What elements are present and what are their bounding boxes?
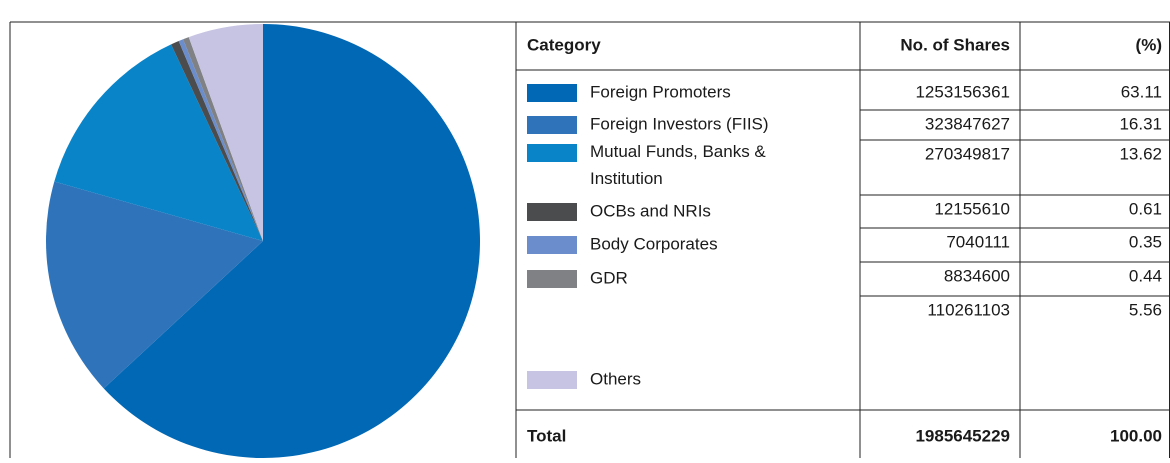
category-label: Body Corporates [590, 234, 718, 253]
total-percent: 100.00 [1110, 426, 1162, 445]
shares-value: 110261103 [927, 300, 1010, 319]
pie-slice [183, 37, 263, 241]
legend-swatch [527, 236, 577, 254]
pie-slice [103, 24, 480, 459]
pie-slice [46, 181, 264, 389]
pie-slice [171, 41, 263, 241]
shares-value: 12155610 [934, 199, 1010, 218]
category-label: GDR [590, 268, 628, 287]
legend-swatch [527, 116, 577, 134]
legend-swatch [527, 270, 577, 288]
pie-slice [54, 44, 263, 242]
pie-slice [178, 39, 263, 242]
percent-value: 0.35 [1129, 232, 1162, 251]
percent-value: 13.62 [1119, 144, 1162, 163]
shares-value: 7040111 [946, 232, 1010, 251]
percent-value: 0.44 [1129, 266, 1162, 285]
percent-value: 0.61 [1129, 199, 1162, 218]
header: Category [527, 35, 601, 54]
category-label: Others [590, 369, 641, 388]
percent-value: 5.56 [1129, 300, 1162, 319]
header: No. of Shares [900, 35, 1010, 54]
category-label: Foreign Promoters [590, 82, 731, 101]
legend-swatch [527, 203, 577, 221]
shares-value: 8834600 [944, 266, 1010, 285]
total-label: Total [527, 426, 566, 445]
category-label: OCBs and NRIs [590, 201, 711, 220]
legend-swatch [527, 84, 577, 102]
header: (%) [1136, 35, 1162, 54]
percent-value: 63.11 [1121, 82, 1162, 101]
legend-swatch [527, 144, 577, 162]
percent-value: 16.31 [1119, 114, 1162, 133]
category-label: Mutual Funds, Banks & Institution [590, 142, 766, 188]
pie-slice [188, 24, 263, 241]
shares-value: 1253156361 [915, 82, 1010, 101]
shares-value: 323847627 [925, 114, 1010, 133]
legend-swatch [527, 371, 577, 389]
total-shares: 1985645229 [915, 426, 1010, 445]
shares-value: 270349817 [925, 144, 1010, 163]
category-label: Foreign Investors (FIIS) [590, 114, 769, 133]
